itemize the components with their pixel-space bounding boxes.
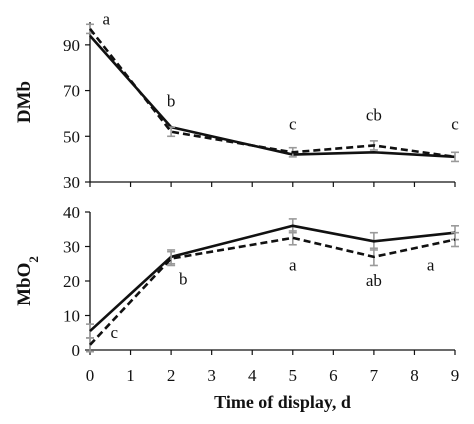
significance-label: c [111, 323, 119, 342]
significance-label: b [167, 92, 176, 111]
x-tick-label: 4 [248, 366, 257, 385]
x-tick-label: 9 [451, 366, 460, 385]
series-line-solid [89, 224, 456, 332]
x-tick-label: 0 [86, 366, 95, 385]
series-line-dashed [88, 28, 456, 159]
y-tick-label: 40 [63, 203, 80, 222]
x-tick-label: 3 [207, 366, 216, 385]
y-axis-label: MbO2 [14, 256, 41, 306]
significance-label: a [289, 256, 297, 275]
y-tick-label: 0 [72, 341, 81, 360]
panel-mbo2: 0 10 20 30 40 0 1 2 3 4 5 6 7 8 9 MbO2 Time of display, … [14, 203, 459, 412]
significance-label: a [427, 256, 435, 275]
y-tick-label: 10 [63, 307, 80, 326]
significance-label: c [289, 114, 297, 133]
x-tick-label: 1 [126, 366, 135, 385]
y-axis-label: DMb [14, 81, 35, 123]
y-tick-label: 30 [63, 173, 80, 192]
y-tick-label: 90 [63, 36, 80, 55]
x-tick-label: 6 [329, 366, 338, 385]
series-line-dashed [89, 236, 456, 346]
x-axis-label: Time of display, d [214, 392, 351, 412]
panel-dmb: 30 50 70 90 DMb a b c cb c [14, 9, 459, 192]
significance-label: ab [366, 271, 382, 290]
significance-label: b [179, 269, 188, 288]
x-tick-label: 8 [410, 366, 419, 385]
significance-label: c [451, 114, 459, 133]
y-tick-label: 20 [63, 272, 80, 291]
x-tick-label: 7 [370, 366, 379, 385]
x-tick-label: 2 [167, 366, 176, 385]
series-line-solid [89, 34, 456, 159]
x-tick-label: 5 [289, 366, 298, 385]
significance-label: a [102, 9, 110, 28]
y-tick-label: 30 [63, 238, 80, 257]
significance-label: cb [366, 105, 382, 124]
y-tick-label: 50 [63, 127, 80, 146]
y-tick-label: 70 [63, 82, 80, 101]
